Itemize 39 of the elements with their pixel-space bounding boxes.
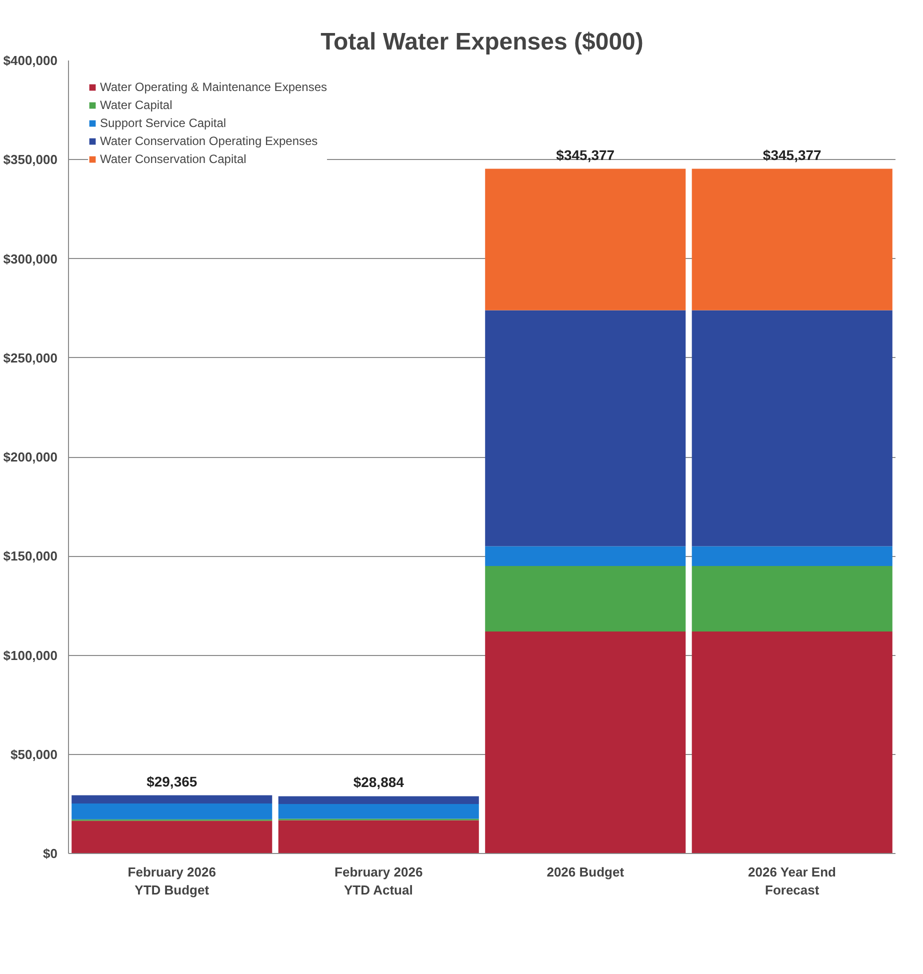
bar [72, 804, 272, 820]
bar [692, 566, 892, 632]
total-label: $29,365 [146, 773, 198, 790]
bar [692, 310, 892, 546]
bar [278, 820, 479, 854]
y-tick-label: $150,000 [3, 548, 58, 564]
bar [485, 631, 686, 854]
bar [72, 795, 272, 804]
chart-title: Total Water Expenses ($000) [320, 28, 644, 56]
bar [485, 546, 686, 566]
y-tick-label: $300,000 [3, 251, 58, 266]
x-tick-label: February 2026 YTD Actual [334, 864, 423, 898]
x-tick-label: 2026 Year End Forecast [748, 864, 836, 898]
bar [72, 820, 272, 854]
legend-label: Water Capital [100, 98, 172, 112]
legend-label: Water Operating & Maintenance Expenses [100, 80, 328, 94]
bar [278, 796, 479, 804]
legend-label: Water Conservation Operating Expenses [100, 134, 318, 148]
y-tick-label: $400,000 [3, 53, 58, 68]
y-tick-label: $50,000 [10, 746, 58, 762]
x-tick-label: February 2026 YTD Budget [128, 864, 216, 898]
legend-label: Water Conservation Capital [100, 152, 246, 166]
bar [485, 310, 686, 546]
bar [692, 546, 892, 566]
legend-label: Support Service Capital [100, 116, 226, 130]
bar [692, 168, 892, 310]
y-tick-label: $200,000 [3, 450, 58, 464]
y-tick-label: $350,000 [3, 152, 58, 168]
bar [278, 804, 479, 819]
y-tick-label: $100,000 [3, 648, 58, 663]
y-tick-label: $250,000 [3, 350, 58, 366]
total-label: $345,377 [556, 146, 615, 163]
total-label: $28,884 [353, 774, 404, 790]
total-label: $345,377 [762, 146, 822, 163]
bar [485, 168, 686, 310]
bar [692, 631, 892, 854]
bar [485, 566, 686, 632]
x-tick-label: 2026 Budget [546, 864, 625, 880]
y-tick-label: $0 [43, 846, 58, 861]
